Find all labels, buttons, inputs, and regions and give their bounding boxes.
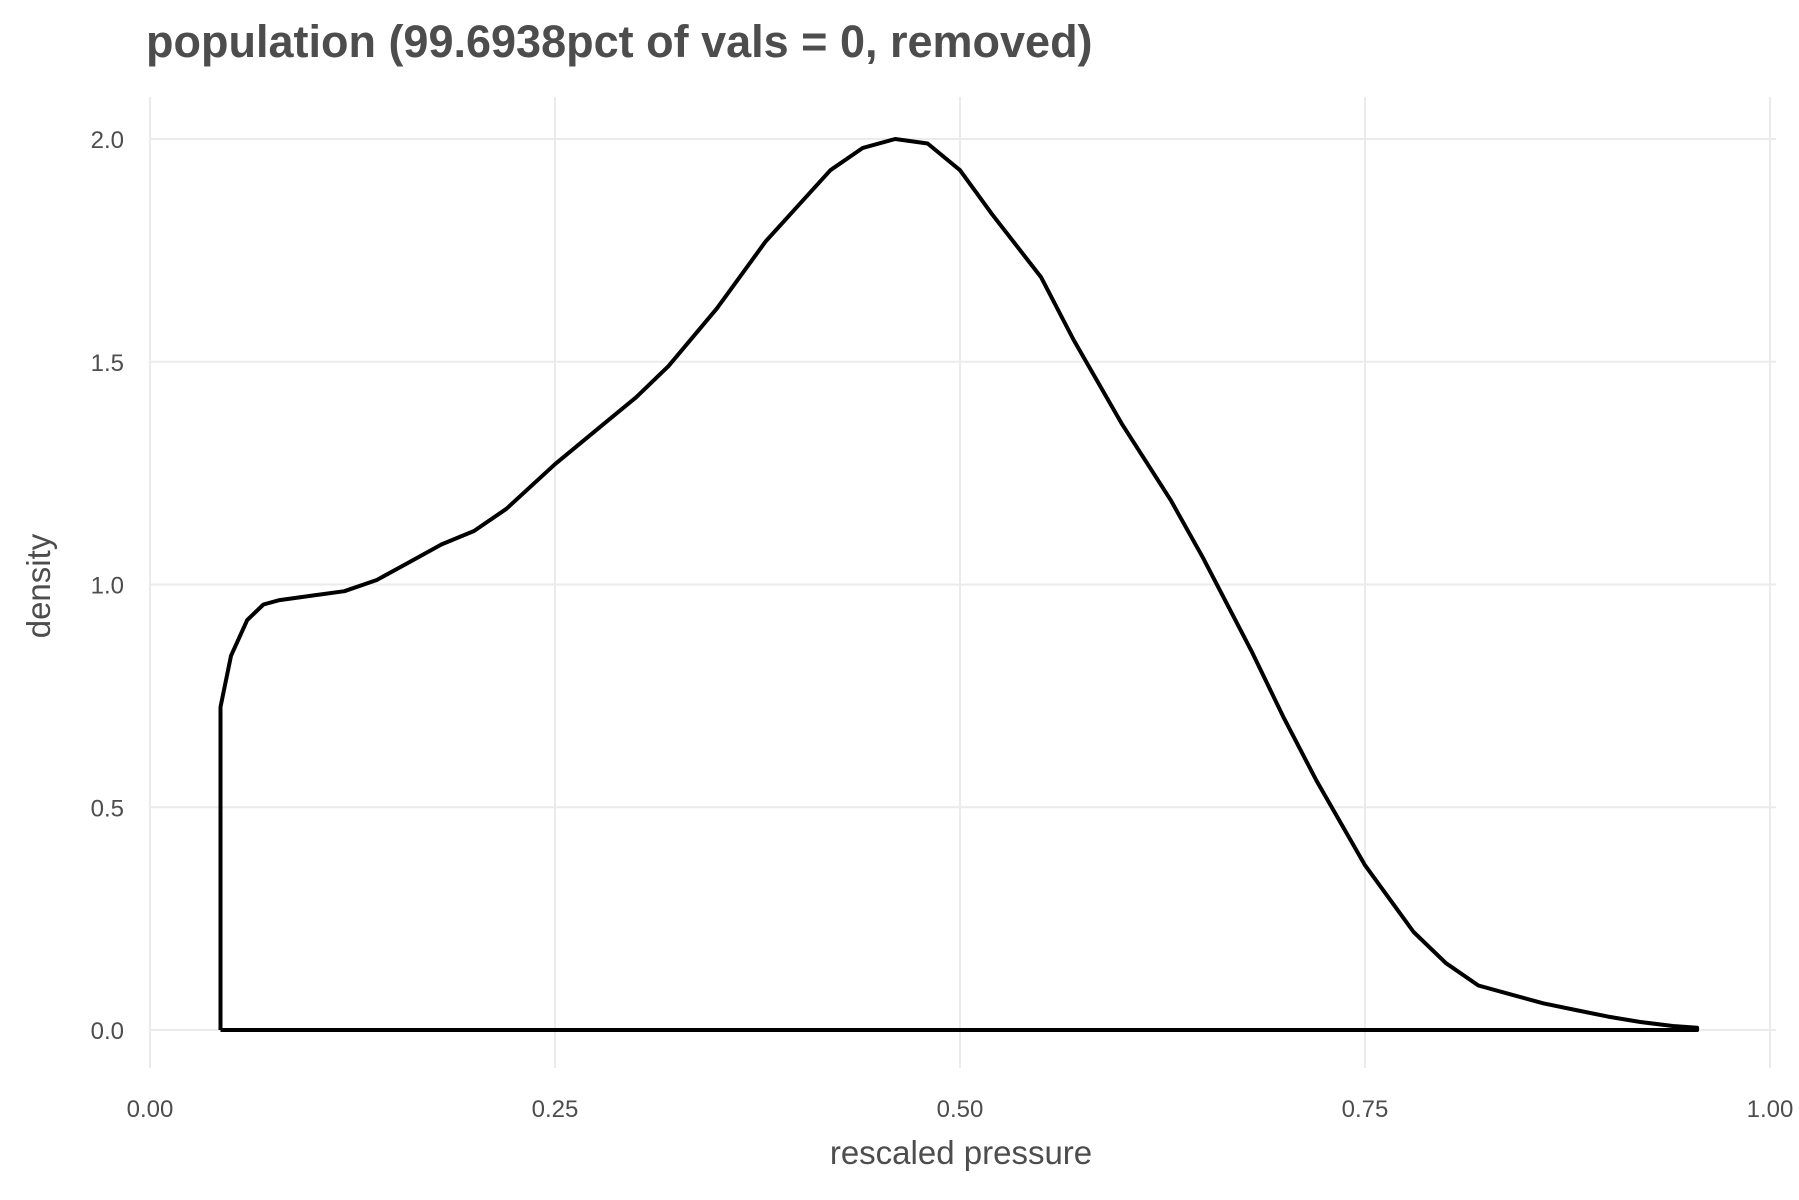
x-axis-ticks: 0.00 0.25 0.50 0.75 1.00 [127, 1096, 1794, 1123]
y-tick-label: 1.5 [91, 350, 124, 377]
y-axis-title: density [20, 533, 57, 638]
y-tick-label: 2.0 [91, 127, 124, 154]
density-line [218, 137, 1700, 1032]
x-tick-label: 1.00 [1747, 1096, 1794, 1123]
x-tick-label: 0.00 [127, 1096, 174, 1123]
y-axis-ticks: 0.0 0.5 1.0 1.5 2.0 [91, 127, 124, 1045]
x-tick-label: 0.25 [532, 1096, 579, 1123]
chart-title: population (99.6938pct of vals = 0, remo… [146, 16, 1093, 67]
x-axis-title: rescaled pressure [830, 1134, 1092, 1171]
grid [149, 97, 1776, 1068]
x-tick-label: 0.75 [1342, 1096, 1389, 1123]
y-tick-label: 0.5 [91, 795, 124, 822]
x-tick-label: 0.50 [937, 1096, 984, 1123]
y-tick-label: 0.0 [91, 1018, 124, 1045]
y-tick-label: 1.0 [91, 573, 124, 600]
